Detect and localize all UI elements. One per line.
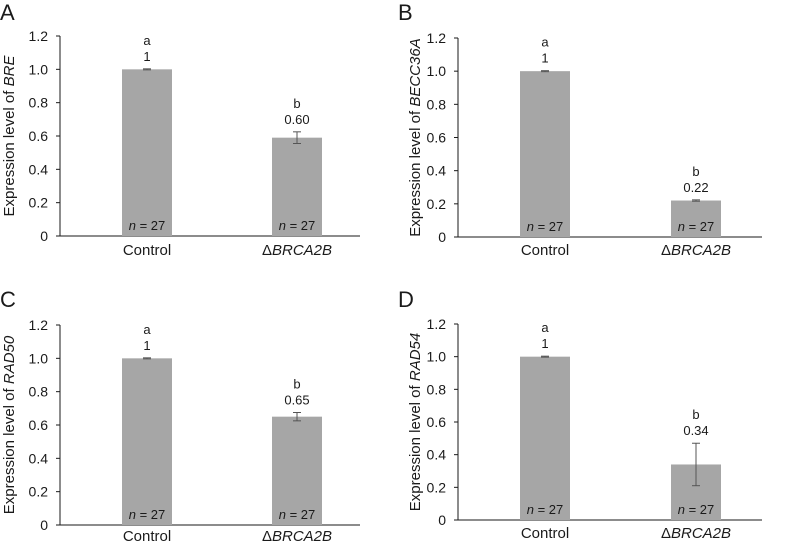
y-tick-label: 0.2 [427, 196, 447, 212]
y-axis-label: Expression level of RAD50 [1, 335, 18, 514]
y-tick-label: 0.2 [427, 479, 447, 495]
category-label: ΔBRCA2B [661, 525, 731, 542]
bar [520, 356, 570, 520]
y-tick-label: 0.4 [427, 447, 447, 463]
n-label: n = 27 [129, 218, 166, 233]
n-label: n = 27 [279, 218, 316, 233]
panel-a: A Expression level of BRE 0 0.2 0.4 0.6 0.8 1.0… [0, 0, 360, 259]
category-label: Control [521, 242, 569, 259]
y-axis-label: Expression level of BRE [1, 55, 18, 217]
panel-letter: D [398, 287, 414, 312]
y-tick-label: 1.2 [29, 317, 49, 333]
panel-letter: C [0, 287, 16, 312]
value-label: 1 [541, 336, 548, 351]
y-tick-label: 1.2 [29, 28, 49, 44]
panel-d: D Expression level of RAD54 0 0.2 0.4 0.6 0.8 1… [398, 287, 762, 542]
bar [520, 71, 570, 238]
category-label: Control [123, 528, 171, 545]
significance-letter: a [541, 35, 549, 50]
significance-letter: b [692, 164, 699, 179]
category-label: ΔBRCA2B [262, 528, 332, 545]
significance-letter: b [293, 377, 300, 392]
category-label: Control [521, 525, 569, 542]
y-tick-label: 0.2 [29, 195, 49, 211]
bar [671, 200, 721, 237]
y-tick-label: 1.0 [29, 350, 49, 366]
value-label: 0.60 [284, 112, 309, 127]
y-tick-label: 0.8 [29, 95, 49, 111]
n-label: n = 27 [527, 502, 564, 517]
significance-letter: a [143, 33, 151, 48]
panel-letter: A [0, 0, 15, 25]
y-axis-label: Expression level of BECC36A [407, 38, 424, 236]
n-label: n = 27 [678, 502, 715, 517]
y-tick-label: 0 [438, 229, 446, 245]
y-tick-label: 0.2 [29, 484, 49, 500]
significance-letter: a [143, 322, 151, 337]
y-tick-label: 0.8 [427, 381, 447, 397]
n-label: n = 27 [678, 219, 715, 234]
bar [272, 416, 322, 525]
panel-c: C Expression level of RAD50 0 0.2 0.4 0.6 0.8 1… [0, 287, 360, 545]
y-tick-label: 0.4 [427, 163, 447, 179]
bar [272, 137, 322, 236]
value-label: 1 [541, 51, 548, 66]
significance-letter: a [541, 320, 549, 335]
panel-b: B Expression level of BECC36A 0 0.2 0.4 0.6 0.… [398, 0, 762, 259]
category-label: ΔBRCA2B [262, 242, 332, 259]
significance-letter: b [293, 96, 300, 111]
n-label: n = 27 [129, 507, 166, 522]
n-label: n = 27 [279, 507, 316, 522]
y-tick-label: 0.6 [427, 414, 447, 430]
category-label: ΔBRCA2B [661, 242, 731, 259]
y-tick-label: 0 [40, 228, 48, 244]
bar [122, 69, 172, 236]
value-label: 1 [143, 49, 150, 64]
y-tick-label: 0.4 [29, 161, 49, 177]
n-label: n = 27 [527, 219, 564, 234]
y-tick-label: 0 [438, 512, 446, 528]
value-label: 0.34 [683, 423, 708, 438]
y-tick-label: 0.4 [29, 450, 49, 466]
y-tick-label: 1.0 [427, 349, 447, 365]
value-label: 0.22 [683, 180, 708, 195]
y-tick-label: 0.6 [29, 417, 49, 433]
bar [122, 358, 172, 525]
y-tick-label: 1.0 [427, 63, 447, 79]
y-axis-label: Expression level of RAD54 [407, 333, 424, 511]
y-tick-label: 0.8 [29, 384, 49, 400]
value-label: 1 [143, 338, 150, 353]
y-tick-label: 1.2 [427, 30, 447, 46]
y-tick-label: 0.8 [427, 96, 447, 112]
y-tick-label: 0.6 [29, 128, 49, 144]
y-tick-label: 1.0 [29, 61, 49, 77]
significance-letter: b [692, 407, 699, 422]
y-tick-label: 0.6 [427, 130, 447, 146]
panel-letter: B [398, 0, 413, 25]
value-label: 0.65 [284, 393, 309, 408]
y-tick-label: 1.2 [427, 316, 447, 332]
y-tick-label: 0 [40, 517, 48, 533]
category-label: Control [123, 242, 171, 259]
